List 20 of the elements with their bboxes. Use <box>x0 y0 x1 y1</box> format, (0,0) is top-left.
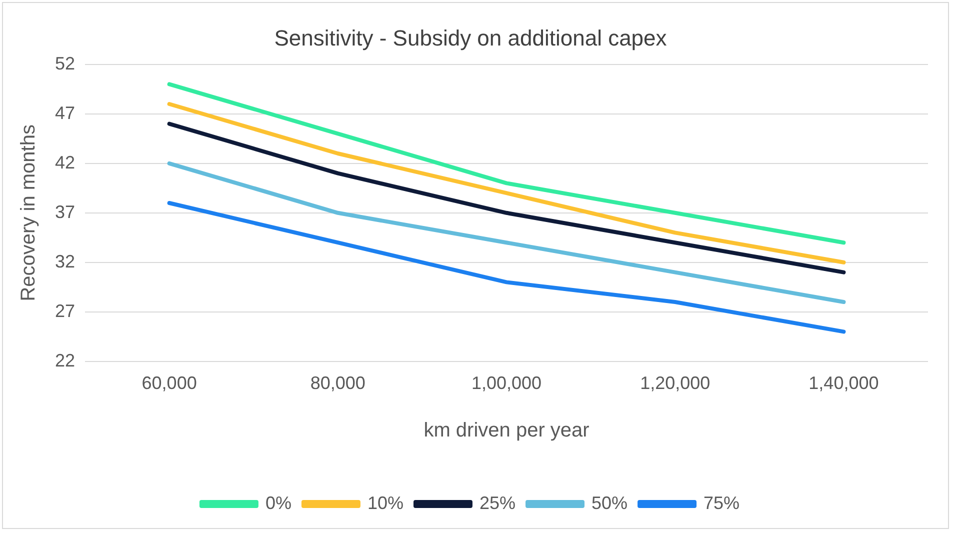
legend-label: 10% <box>367 492 404 513</box>
x-tick-label: 1,00,000 <box>471 373 542 394</box>
y-tick-label: 27 <box>54 300 76 321</box>
y-tick-label: 42 <box>54 152 76 172</box>
y-axis-title: Recovery in months <box>18 124 40 302</box>
chart-title: Sensitivity - Subsidy on additional capex <box>274 25 667 50</box>
x-tick-label: 80,000 <box>310 373 366 394</box>
x-axis-title: km driven per year <box>424 420 590 442</box>
legend-label: 75% <box>704 492 740 513</box>
y-tick-label: 52 <box>54 53 76 74</box>
y-tick-label: 32 <box>54 251 76 272</box>
y-tick-label: 47 <box>54 102 76 123</box>
x-tick-label: 1,20,000 <box>640 373 710 394</box>
x-tick-label: 1,40,000 <box>808 373 879 394</box>
y-tick-label: 37 <box>54 202 76 222</box>
x-tick-label: 60,000 <box>142 373 197 394</box>
legend-label: 25% <box>479 492 516 513</box>
y-tick-label: 22 <box>54 350 76 370</box>
legend-label: 0% <box>265 492 292 513</box>
legend-label: 50% <box>592 492 628 513</box>
